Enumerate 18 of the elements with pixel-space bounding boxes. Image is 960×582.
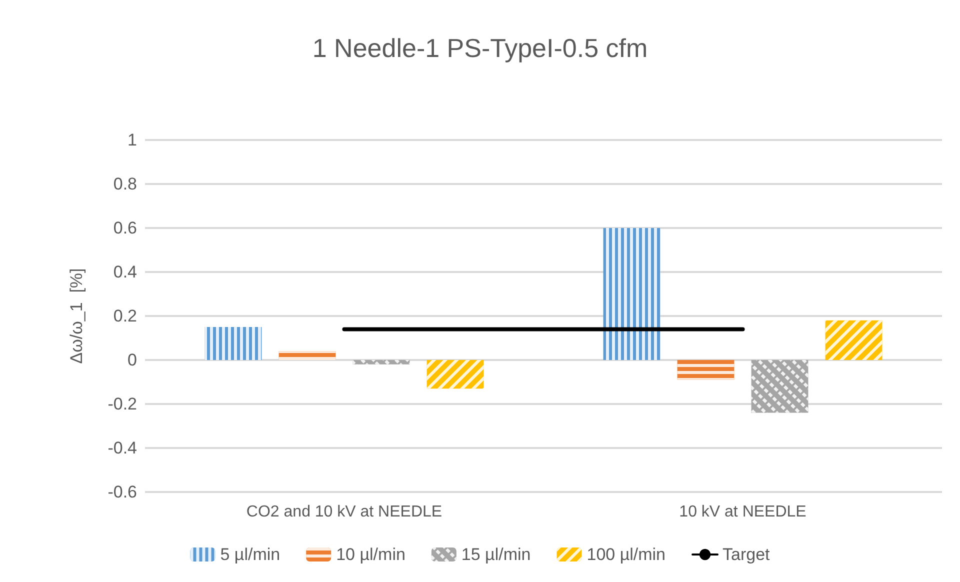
y-tick-label: -0.6 [108,482,137,502]
legend-label: 10 µl/min [336,545,406,564]
legend-label: 15 µl/min [461,545,531,564]
x-tick-label: 10 kV at NEEDLE [679,504,806,520]
y-axis-title: Δω/ω_1 [%] [67,268,86,364]
legend-label: Target [722,545,770,564]
legend-label: 5 µl/min [220,545,280,564]
y-tick-label: 0.6 [113,218,137,238]
chart-title: 1 Needle-1 PS-TypeI-0.5 cfm [312,33,648,63]
y-tick-label: 0 [128,350,137,370]
y-tick-label: 0.2 [113,306,137,326]
legend-label: 100 µl/min [586,545,666,564]
y-tick-label: 0.4 [113,262,137,282]
y-tick-label: 1 [128,130,137,150]
y-tick-label: -0.2 [108,394,137,414]
y-tick-label: 0.8 [113,174,137,194]
y-tick-label: -0.4 [108,438,137,458]
x-tick-label: CO2 and 10 kV at NEEDLE [246,504,442,520]
